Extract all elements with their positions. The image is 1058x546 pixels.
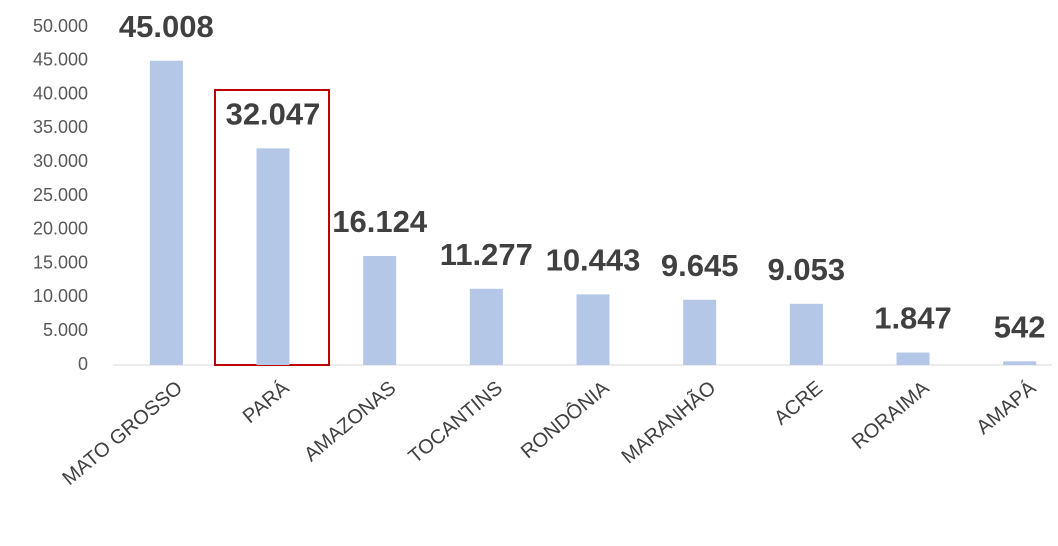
value-label: 9.645 [661, 248, 739, 283]
bar [363, 256, 397, 365]
value-label: 32.047 [226, 97, 321, 132]
value-label: 11.277 [440, 237, 533, 272]
x-tick-label: RONDÔNIA [516, 376, 614, 463]
bar [469, 288, 503, 365]
bar [683, 299, 717, 365]
value-label: 45.008 [119, 9, 214, 44]
y-tick-label: 35.000 [33, 117, 88, 137]
x-tick-label: MARANHÃO [616, 375, 720, 468]
y-tick-label: 0 [78, 354, 88, 374]
y-tick-label: 45.000 [33, 50, 88, 70]
x-tick-label: AMAZONAS [300, 377, 400, 466]
bar [789, 303, 823, 365]
value-label: 16.124 [332, 204, 428, 239]
y-tick-label: 10.000 [33, 286, 88, 306]
bar [256, 148, 290, 365]
y-tick-label: 5.000 [43, 320, 88, 340]
value-label: 1.847 [874, 301, 952, 336]
bar [576, 294, 610, 365]
x-tick-label: RORAIMA [848, 377, 934, 454]
y-tick-label: 50.000 [33, 16, 88, 36]
y-tick-label: 25.000 [33, 185, 88, 205]
value-label: 542 [994, 310, 1046, 345]
y-tick-label: 20.000 [33, 219, 88, 239]
bar [1003, 361, 1037, 365]
value-label: 9.053 [768, 252, 846, 287]
x-tick-label: PARÁ [238, 376, 294, 428]
x-tick-label: AMAPÁ [972, 376, 1041, 439]
y-tick-label: 30.000 [33, 151, 88, 171]
bar [149, 60, 183, 366]
bar [896, 352, 930, 365]
x-tick-label: ACRE [770, 377, 827, 430]
x-tick-label: TOCANTINS [405, 377, 507, 468]
x-tick-label: MATO GROSSO [58, 377, 186, 490]
y-tick-label: 40.000 [33, 83, 88, 103]
y-tick-label: 15.000 [33, 252, 88, 272]
value-label: 10.443 [546, 243, 641, 278]
